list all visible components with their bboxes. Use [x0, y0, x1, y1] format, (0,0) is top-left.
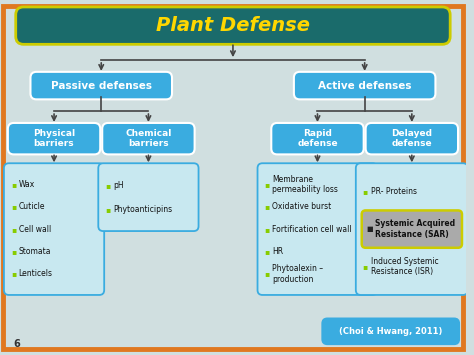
Text: Physical
barriers: Physical barriers — [33, 129, 75, 148]
Text: Passive defenses: Passive defenses — [51, 81, 152, 91]
Text: (Choi & Hwang, 2011): (Choi & Hwang, 2011) — [338, 327, 442, 336]
Text: HR: HR — [272, 247, 283, 256]
Text: ▪: ▪ — [11, 269, 16, 278]
Text: Fortification cell wall: Fortification cell wall — [272, 225, 352, 234]
Text: ▪: ▪ — [264, 180, 270, 189]
Text: Phytoalexin –
production: Phytoalexin – production — [272, 264, 323, 284]
Text: ▪: ▪ — [11, 180, 16, 189]
FancyBboxPatch shape — [356, 163, 468, 295]
Text: Induced Systemic
Resistance (ISR): Induced Systemic Resistance (ISR) — [371, 257, 438, 276]
Text: ▪: ▪ — [363, 262, 368, 271]
FancyBboxPatch shape — [4, 163, 104, 295]
Text: Phytoanticipins: Phytoanticipins — [113, 205, 172, 214]
Text: ▪: ▪ — [11, 225, 16, 234]
FancyBboxPatch shape — [365, 123, 458, 154]
Text: ▪: ▪ — [105, 205, 110, 214]
Text: ■: ■ — [366, 226, 373, 232]
FancyBboxPatch shape — [16, 7, 450, 44]
Text: Wax: Wax — [18, 180, 35, 189]
Text: ▪: ▪ — [11, 247, 16, 256]
Text: Active defenses: Active defenses — [318, 81, 411, 91]
FancyBboxPatch shape — [3, 6, 463, 349]
FancyBboxPatch shape — [294, 72, 436, 99]
Text: Membrane
permeability loss: Membrane permeability loss — [272, 175, 338, 194]
Text: Oxidative burst: Oxidative burst — [272, 202, 331, 211]
Text: pH: pH — [113, 181, 124, 190]
Text: ▪: ▪ — [264, 247, 270, 256]
Text: Rapid
defense: Rapid defense — [297, 129, 338, 148]
FancyBboxPatch shape — [8, 123, 100, 154]
Text: Systemic Acquired
Resistance (SAR): Systemic Acquired Resistance (SAR) — [375, 219, 456, 239]
FancyBboxPatch shape — [30, 72, 172, 99]
Text: PR- Proteins: PR- Proteins — [371, 187, 417, 196]
Text: Cell wall: Cell wall — [18, 225, 51, 234]
Text: ▪: ▪ — [264, 202, 270, 211]
Text: Plant Defense: Plant Defense — [156, 16, 310, 35]
Text: 6: 6 — [14, 339, 20, 349]
Text: Delayed
defense: Delayed defense — [392, 129, 432, 148]
Text: ▪: ▪ — [11, 202, 16, 211]
FancyBboxPatch shape — [257, 163, 377, 295]
Text: Cuticle: Cuticle — [18, 202, 45, 211]
FancyBboxPatch shape — [98, 163, 199, 231]
Text: Chemical
barriers: Chemical barriers — [125, 129, 172, 148]
FancyBboxPatch shape — [271, 123, 364, 154]
FancyBboxPatch shape — [322, 318, 459, 344]
FancyBboxPatch shape — [102, 123, 195, 154]
Text: ▪: ▪ — [264, 269, 270, 278]
Text: Stomata: Stomata — [18, 247, 51, 256]
Text: ▪: ▪ — [264, 225, 270, 234]
Text: Lenticels: Lenticels — [18, 269, 53, 278]
FancyBboxPatch shape — [362, 211, 462, 248]
Text: ▪: ▪ — [105, 181, 110, 190]
Text: ▪: ▪ — [363, 187, 368, 196]
